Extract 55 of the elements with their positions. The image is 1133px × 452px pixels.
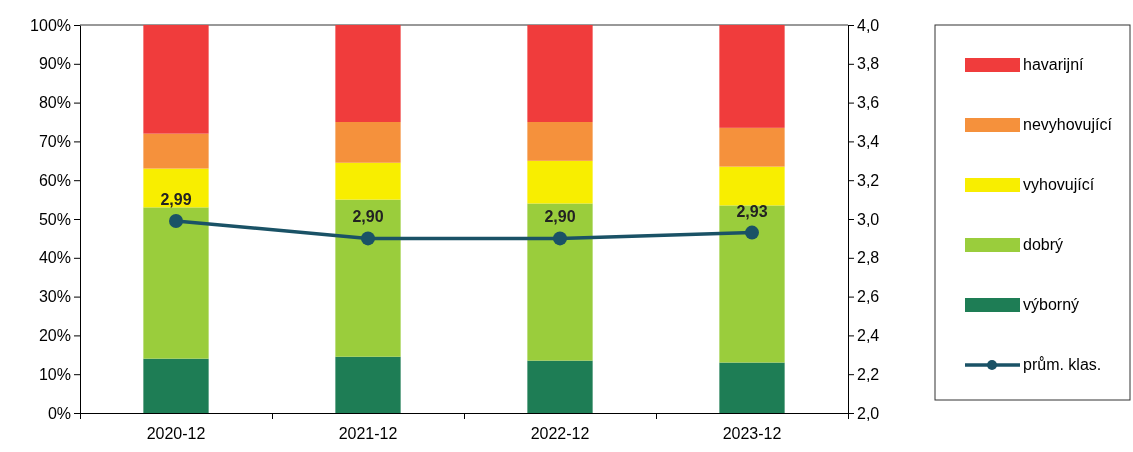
y-tick-label: 50% xyxy=(38,210,71,228)
bar xyxy=(335,122,401,163)
y2-tick-label: 2,8 xyxy=(857,249,880,267)
bar xyxy=(143,207,209,359)
legend-label: vyhovující xyxy=(1023,176,1095,193)
legend-label: prům. klas. xyxy=(1023,356,1102,373)
y2-tick-label: 3,2 xyxy=(857,171,880,189)
bar xyxy=(527,160,593,204)
legend-label: výborný xyxy=(1023,296,1080,313)
y-tick-label: 0% xyxy=(47,404,71,422)
y2-tick-label: 2,0 xyxy=(857,404,880,422)
bar xyxy=(335,162,401,200)
y-tick-label: 20% xyxy=(38,327,71,345)
bar xyxy=(143,133,209,169)
y-tick-label: 100% xyxy=(30,16,71,34)
y-tick-label: 30% xyxy=(38,288,71,306)
data-label: 2,99 xyxy=(160,190,192,208)
y2-tick-label: 3,8 xyxy=(857,55,880,73)
data-label: 2,90 xyxy=(352,208,384,226)
bar xyxy=(335,199,401,357)
bar xyxy=(527,360,593,413)
y-tick-label: 80% xyxy=(38,94,71,112)
bar xyxy=(719,25,785,128)
y-tick-label: 60% xyxy=(38,171,71,189)
legend-label: nevyhovující xyxy=(1023,116,1113,133)
bar xyxy=(527,122,593,161)
bar xyxy=(719,362,785,413)
y2-tick-label: 2,6 xyxy=(857,288,880,306)
y-tick-label: 90% xyxy=(38,55,71,73)
legend-label: dobrý xyxy=(1023,236,1064,253)
y2-tick-label: 4,0 xyxy=(857,16,880,34)
data-label: 2,90 xyxy=(544,208,576,226)
bar xyxy=(143,358,209,413)
y2-tick-label: 2,2 xyxy=(857,365,880,383)
bar xyxy=(719,127,785,167)
bar xyxy=(335,25,401,122)
y2-tick-label: 3,6 xyxy=(857,94,880,112)
x-tick-label: 2022-12 xyxy=(530,425,590,442)
x-tick-label: 2020-12 xyxy=(146,425,206,442)
bar xyxy=(719,166,785,206)
y2-tick-label: 3,0 xyxy=(857,210,880,228)
bar xyxy=(527,25,593,122)
y-tick-label: 70% xyxy=(38,133,71,151)
x-tick-label: 2021-12 xyxy=(338,425,398,442)
bar xyxy=(719,205,785,363)
y-tick-label: 10% xyxy=(38,365,71,383)
y2-tick-label: 3,4 xyxy=(857,133,880,151)
y-tick-label: 40% xyxy=(38,249,71,267)
bar xyxy=(143,25,209,134)
bar xyxy=(335,356,401,413)
x-tick-label: 2023-12 xyxy=(722,425,782,442)
bar xyxy=(527,203,593,361)
y2-tick-label: 2,4 xyxy=(857,327,880,345)
legend-label: havarijní xyxy=(1023,56,1085,73)
data-label: 2,93 xyxy=(736,202,768,220)
